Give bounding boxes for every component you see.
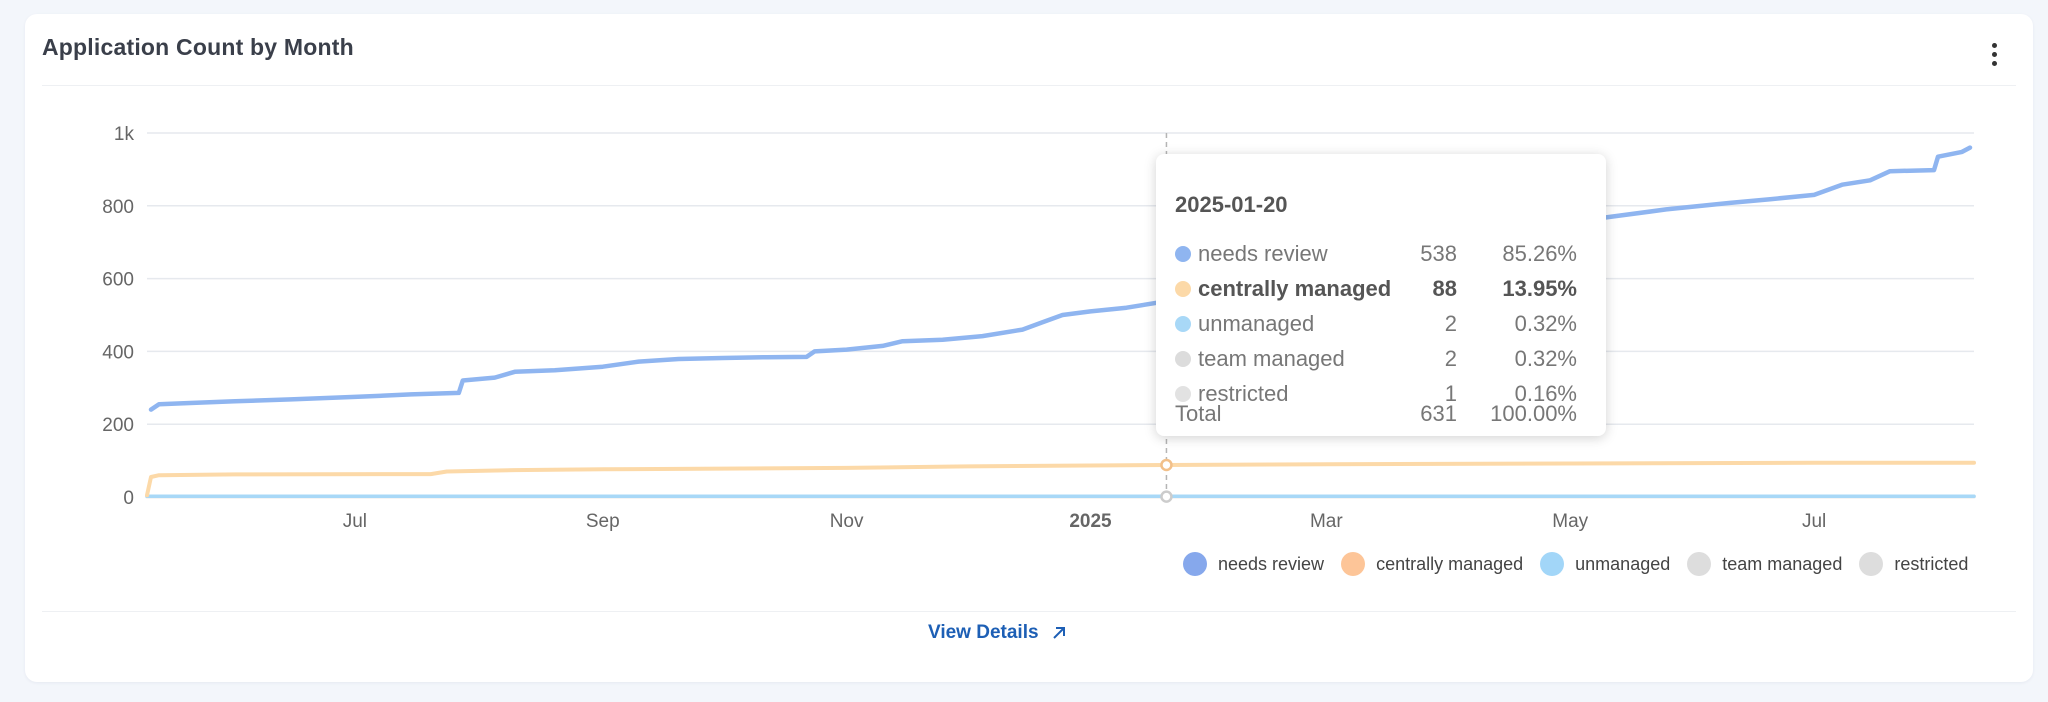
view-details-link[interactable]: View Details bbox=[928, 619, 1067, 647]
y-tick-label: 200 bbox=[102, 415, 134, 436]
series-dot-icon bbox=[1175, 316, 1191, 332]
hover-marker-restricted bbox=[1160, 490, 1173, 503]
legend-label: centrally managed bbox=[1376, 553, 1524, 574]
series-dot-icon bbox=[1175, 246, 1191, 262]
kebab-menu-icon[interactable] bbox=[1983, 38, 2007, 72]
legend-dot-icon bbox=[1341, 552, 1366, 576]
tooltip-value: 88 bbox=[1432, 276, 1457, 301]
chart-tooltip: 2025-01-20 needs review 538 85.26% centrall… bbox=[1156, 154, 1606, 436]
tooltip-label: team managed bbox=[1198, 346, 1345, 371]
tooltip-total-pct: 100.00% bbox=[1490, 401, 1577, 426]
tooltip-total-row: Total 631 100.00% bbox=[1175, 399, 1595, 429]
x-tick-label: 2025 bbox=[1069, 511, 1112, 532]
y-tick-label: 600 bbox=[102, 270, 134, 291]
menu-dot bbox=[1992, 61, 1997, 66]
legend-dot-icon bbox=[1183, 552, 1207, 576]
arrow-up-right-icon bbox=[1052, 627, 1065, 639]
menu-dot bbox=[1992, 43, 1997, 48]
series-dot-icon bbox=[1175, 281, 1191, 297]
legend-item-unmanaged[interactable]: unmanaged bbox=[1540, 552, 1670, 576]
x-tick-label: Sep bbox=[586, 511, 620, 532]
chart-legend: needs review centrally managed unmanaged te… bbox=[1183, 551, 1968, 577]
x-axis-ticks: Jul Sep Nov 2025 Mar May Jul bbox=[343, 511, 1826, 532]
x-tick-label: Jul bbox=[1802, 511, 1826, 532]
legend-label: unmanaged bbox=[1575, 553, 1671, 574]
header-divider bbox=[42, 85, 2016, 86]
tooltip-total-value: 631 bbox=[1420, 401, 1457, 426]
legend-item-needs-review[interactable]: needs review bbox=[1183, 552, 1324, 576]
tooltip-row-unmanaged: unmanaged 2 0.32% bbox=[1175, 309, 1595, 339]
series-line-centrally-managed[interactable] bbox=[145, 460, 1976, 498]
tooltip-value: 538 bbox=[1420, 241, 1457, 266]
y-tick-label: 1k bbox=[114, 124, 135, 145]
card-title: Application Count by Month bbox=[42, 34, 354, 60]
tooltip-total-label: Total bbox=[1175, 401, 1222, 426]
legend-label: restricted bbox=[1894, 553, 1969, 574]
y-axis-ticks: 0 200 400 600 800 1k bbox=[102, 124, 134, 509]
x-tick-label: May bbox=[1552, 511, 1588, 532]
tooltip-row-team-managed: team managed 2 0.32% bbox=[1175, 344, 1595, 374]
tooltip-pct: 85.26% bbox=[1502, 241, 1577, 266]
x-tick-label: Jul bbox=[343, 511, 367, 532]
tooltip-label: needs review bbox=[1198, 241, 1328, 266]
chart-card: Application Count by Month bbox=[25, 14, 2033, 682]
hover-marker-centrally-managed bbox=[1160, 458, 1173, 472]
y-tick-label: 800 bbox=[102, 197, 134, 218]
tooltip-pct: 13.95% bbox=[1502, 276, 1577, 301]
tooltip-row-needs-review: needs review 538 85.26% bbox=[1175, 239, 1595, 269]
view-details-label: View Details bbox=[928, 622, 1039, 643]
legend-item-team-managed[interactable]: team managed bbox=[1687, 552, 1842, 576]
tooltip-label: unmanaged bbox=[1198, 311, 1315, 336]
y-tick-label: 400 bbox=[102, 342, 134, 363]
legend-item-restricted[interactable]: restricted bbox=[1859, 552, 1968, 576]
tooltip-pct: 0.32% bbox=[1514, 311, 1577, 336]
series-lines[interactable] bbox=[145, 145, 1976, 499]
series-dot-icon bbox=[1175, 386, 1191, 402]
tooltip-date: 2025-01-20 bbox=[1175, 192, 1288, 217]
legend-dot-icon bbox=[1859, 552, 1884, 576]
tooltip-value: 1 bbox=[1444, 381, 1457, 406]
legend-label: team managed bbox=[1722, 553, 1843, 574]
x-tick-label: Mar bbox=[1310, 511, 1343, 532]
tooltip-pct: 0.16% bbox=[1514, 381, 1577, 406]
tooltip-label: restricted bbox=[1198, 381, 1289, 406]
y-tick-label: 0 bbox=[123, 488, 134, 509]
series-line-needs-review[interactable] bbox=[148, 145, 1973, 412]
tooltip-pct: 0.32% bbox=[1514, 346, 1577, 371]
x-tick-label: Nov bbox=[830, 511, 864, 532]
tooltip-row-centrally-managed: centrally managed 88 13.95% bbox=[1175, 274, 1595, 304]
series-dot-icon bbox=[1175, 351, 1191, 367]
tooltip-value: 2 bbox=[1444, 346, 1457, 371]
legend-dot-icon bbox=[1687, 552, 1712, 576]
legend-label: needs review bbox=[1218, 553, 1325, 574]
tooltip-row-restricted: restricted 1 0.16% bbox=[1175, 379, 1595, 409]
tooltip-value: 2 bbox=[1444, 311, 1457, 336]
tooltip-label: centrally managed bbox=[1198, 276, 1392, 301]
menu-dot bbox=[1992, 52, 1997, 57]
legend-item-centrally-managed[interactable]: centrally managed bbox=[1341, 552, 1523, 576]
footer-divider bbox=[42, 611, 2016, 612]
legend-dot-icon bbox=[1540, 552, 1565, 576]
